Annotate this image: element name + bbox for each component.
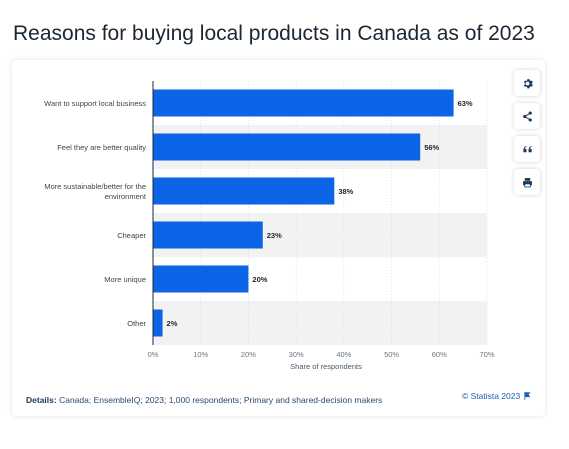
category-label: Want to support local business (44, 99, 146, 108)
cite-button[interactable] (514, 136, 540, 162)
gear-icon (523, 78, 533, 88)
data-label: 63% (458, 99, 473, 108)
x-axis-title: Share of respondents (290, 362, 362, 371)
category-label: Feel they are better quality (57, 143, 146, 152)
bar (153, 177, 335, 205)
x-tick-label: 0% (148, 350, 159, 359)
x-tick-label: 30% (289, 350, 304, 359)
category-label-line: Cheaper (117, 231, 146, 240)
x-tick-label: 50% (384, 350, 399, 359)
category-label-line: More sustainable/better for the (44, 182, 146, 191)
details-note: Details: Canada; EnsembleIQ; 2023; 1,000… (26, 395, 382, 405)
data-label: 2% (167, 319, 178, 328)
share-button[interactable] (514, 103, 540, 129)
data-label: 20% (252, 275, 267, 284)
category-label: Other (127, 319, 146, 328)
bar (153, 309, 163, 337)
data-label: 23% (267, 231, 282, 240)
bar (153, 89, 454, 117)
x-tick-label: 60% (432, 350, 447, 359)
category-label-line: Want to support local business (44, 99, 146, 108)
details-text: Canada; EnsembleIQ; 2023; 1,000 responde… (59, 395, 383, 405)
settings-button[interactable] (514, 70, 540, 96)
credit-text: © Statista 2023 (462, 391, 521, 401)
category-label-line: environment (105, 192, 147, 201)
chart-card: 63% Want to support local business 56% Feel… (12, 60, 545, 416)
row-band (153, 301, 487, 345)
print-icon (522, 177, 532, 187)
page-title: Reasons for buying local products in Can… (13, 22, 535, 45)
print-button[interactable] (514, 169, 540, 195)
x-tick-label: 40% (336, 350, 351, 359)
share-icon (522, 110, 532, 122)
category-label-line: More unique (104, 275, 146, 284)
quote-icon (522, 145, 532, 152)
x-tick-label: 10% (193, 350, 208, 359)
category-label-line: Other (127, 319, 146, 328)
statista-credit[interactable]: © Statista 2023 (462, 391, 531, 401)
data-label: 56% (424, 143, 439, 152)
bar (153, 133, 421, 161)
bar-chart: 63% Want to support local business 56% Feel… (44, 81, 495, 371)
x-tick-label: 70% (479, 350, 494, 359)
bar (153, 265, 249, 293)
category-label: More unique (104, 275, 146, 284)
side-toolbar (514, 70, 540, 202)
bar (153, 221, 263, 249)
flag-icon (524, 392, 531, 400)
details-label: Details: (26, 395, 57, 405)
category-label: More sustainable/better for the environme… (44, 182, 147, 201)
data-label: 38% (338, 187, 353, 196)
x-tick-label: 20% (241, 350, 256, 359)
category-label: Cheaper (117, 231, 146, 240)
category-label-line: Feel they are better quality (57, 143, 146, 152)
